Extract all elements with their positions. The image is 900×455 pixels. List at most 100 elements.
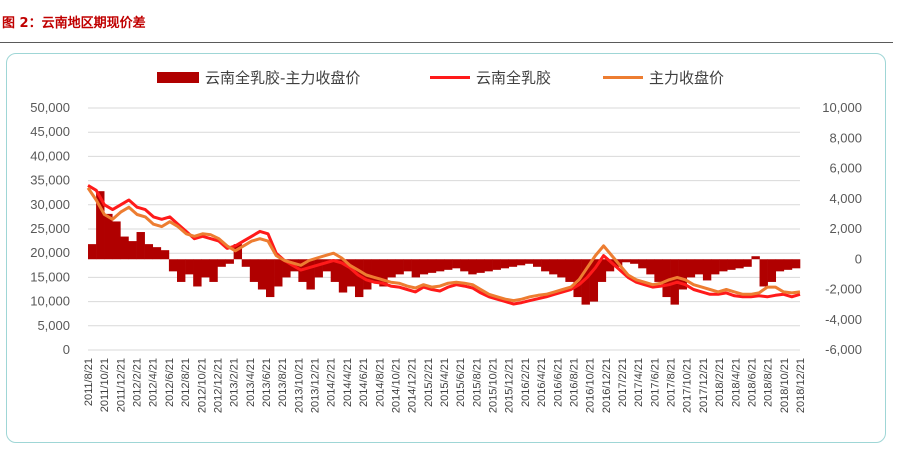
spread-bar [622,259,631,263]
x-tick-label: 2014/12/21 [407,358,419,413]
spread-bar [735,259,744,269]
right-y-tick-label: 0 [855,251,862,266]
spread-bar [492,259,501,270]
x-tick-label: 2012/10/21 [196,358,208,413]
left-y-tick-label: 15,000 [30,269,70,284]
spread-bar [411,259,421,278]
x-tick-label: 2016/8/21 [569,358,581,407]
x-tick-label: 2015/2/21 [423,358,435,407]
spread-bar [185,259,194,275]
spread-bar [759,259,768,287]
x-tick-label: 2014/4/21 [342,358,354,407]
x-tick-label: 2017/12/21 [698,358,710,413]
left-y-tick-label: 30,000 [30,197,70,212]
x-tick-label: 2016/10/21 [585,358,597,413]
right-y-axis: 10,000 8,000 6,000 4,000 2,000 0 -2,000 -4,000 -… [822,100,862,357]
x-tick-label: 2016/4/21 [536,358,548,407]
x-tick-label: 2014/6/21 [358,358,370,407]
x-tick-label: 2018/2/21 [714,358,726,407]
x-tick-label: 2013/4/21 [245,358,257,407]
spread-bar [694,259,704,275]
spread-bar [573,259,582,298]
x-tick-label: 2013/10/21 [293,358,305,413]
spread-bar [662,259,671,298]
spread-bar [209,259,218,282]
spread-bar [322,259,332,272]
spread-bar [168,259,178,272]
spread-bar [120,236,129,260]
spread-bar [104,213,113,260]
line-series [86,184,801,306]
spread-bar [549,259,558,275]
x-tick-label: 2018/8/21 [763,358,775,407]
spread-bar [468,259,477,275]
spread-bar [452,259,461,269]
spread-bar [719,259,728,272]
x-tick-label: 2017/4/21 [633,358,645,407]
spread-bar [274,259,283,287]
x-tick-label: 2018/12/21 [795,358,807,413]
spread-bar [702,259,712,281]
x-tick-label: 2012/2/21 [132,358,144,407]
x-tick-label: 2012/6/21 [164,358,176,407]
x-tick-label: 2018/10/21 [779,358,791,413]
x-tick-label: 2015/12/21 [504,358,516,413]
spread-bar [427,259,437,273]
spread-bar [743,259,752,267]
spread-bar [791,259,801,269]
spread-bar [484,259,493,272]
right-y-tick-label: -2,000 [825,282,862,297]
spread-bar [638,259,647,269]
spread-bar [249,259,259,282]
x-tick-label: 2015/6/21 [455,358,467,407]
spread-bar [128,241,137,260]
x-tick-label: 2017/10/21 [682,358,694,413]
spread-bar [395,259,404,275]
spread-bar [419,259,429,275]
right-y-tick-label: 4,000 [829,191,862,206]
spread-bar [225,259,234,264]
x-tick-label: 2013/6/21 [261,358,273,407]
spread-bar [112,221,121,260]
spread-bar [282,259,291,278]
x-tick-label: 2015/4/21 [439,358,451,407]
spread-bar [193,259,202,287]
x-tick-label: 2012/12/21 [213,358,225,413]
spread-bar [605,259,615,272]
spread-bar [144,244,154,260]
left-y-tick-label: 20,000 [30,245,70,260]
right-y-tick-label: 10,000 [822,100,862,115]
spread-bar [330,259,340,282]
x-tick-label: 2014/8/21 [374,358,386,407]
spread-bar [355,259,364,298]
left-y-tick-label: 25,000 [30,221,70,236]
x-tick-label: 2013/2/21 [229,358,241,407]
right-y-tick-label: -4,000 [825,312,862,327]
spread-bar [444,259,453,270]
x-tick-label: 2015/10/21 [488,358,500,413]
legend-label-futures: 主力收盘价 [649,69,724,87]
spread-bar [257,259,267,290]
spread-bar [751,256,760,260]
legend-swatch-spread [157,72,199,83]
right-y-tick-label: 8,000 [829,130,862,145]
figure-title: 图 2：云南地区期现价差 [2,16,146,31]
spread-bar [201,259,210,278]
spread-bar [177,259,186,282]
spread-bar [371,259,380,282]
spread-bar [306,259,315,290]
spread-bar [266,259,275,298]
spread-bar [435,259,445,272]
x-tick-label: 2016/2/21 [520,358,532,407]
x-tick-label: 2013/12/21 [310,358,322,413]
x-axis: 2011/8/21 2011/10/21 2011/12/21 2012/2/21 20… [83,358,807,413]
legend-label-spot: 云南全乳胶 [476,69,551,87]
spread-bar [541,259,550,272]
x-tick-label: 2018/4/21 [730,358,742,407]
x-tick-label: 2011/8/21 [83,358,95,406]
spread-bar [630,259,639,264]
spread-bar [152,247,162,260]
gridlines [88,107,800,351]
legend: 云南全乳胶-主力收盘价 云南全乳胶 主力收盘价 [157,69,724,87]
spread-bar [241,259,251,267]
